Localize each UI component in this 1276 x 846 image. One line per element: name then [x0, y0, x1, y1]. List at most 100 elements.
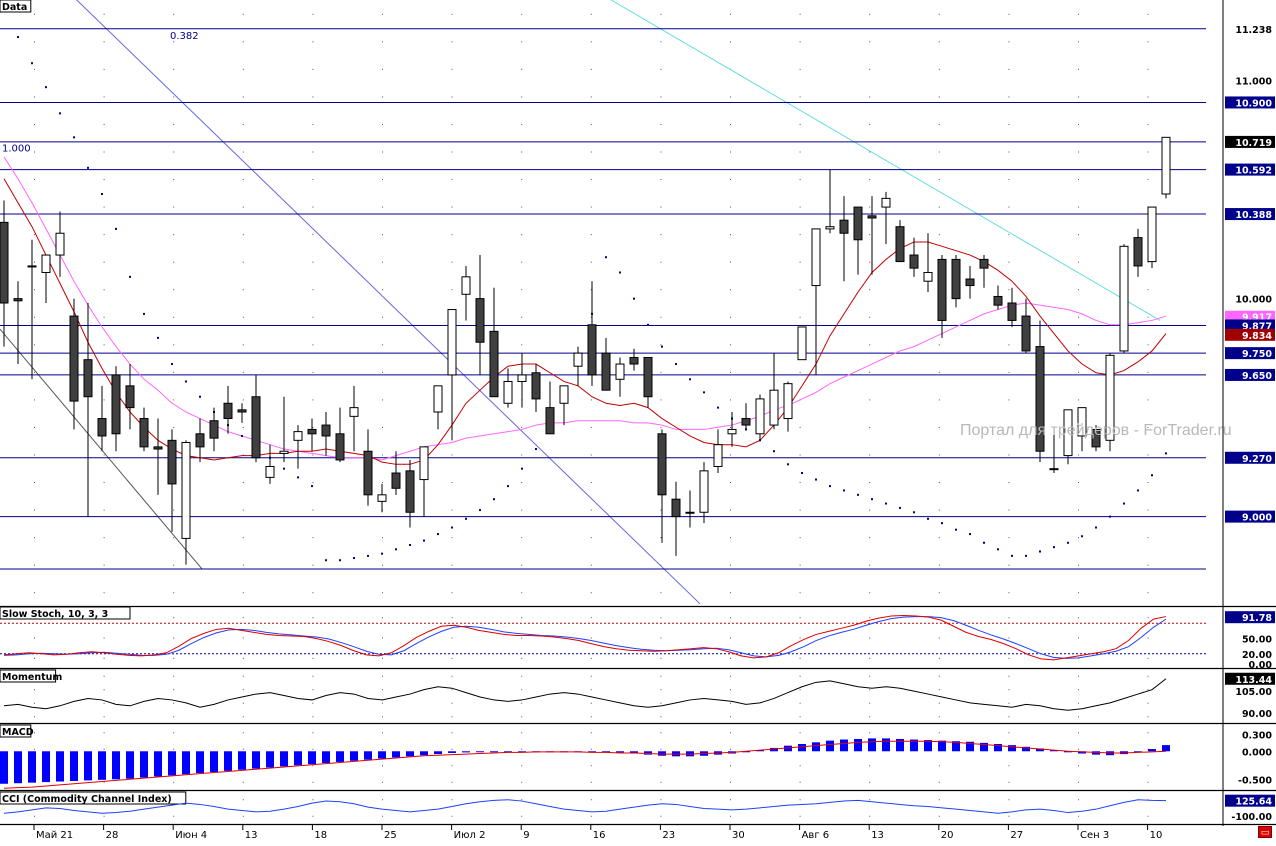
price-label-box: [1225, 292, 1275, 305]
macd-histogram-bar: [476, 751, 484, 753]
macd-histogram-bar: [0, 751, 8, 784]
grid-dot: [1078, 702, 1079, 704]
grid-dot: [660, 261, 662, 263]
grid-dot: [382, 657, 383, 659]
candle-bullish: [1105, 354, 1115, 441]
candle-bullish: [559, 385, 569, 404]
grid-dot: [173, 234, 175, 236]
grid-dot: [799, 799, 801, 801]
grid-dot: [521, 179, 523, 181]
price-label: 9.750: [1242, 349, 1272, 360]
grid-dot: [869, 426, 871, 428]
grid-dot: [451, 41, 453, 43]
price-label: 9.000: [1242, 513, 1272, 524]
x-axis-label: Июн 4: [175, 830, 207, 841]
grid-dot: [799, 289, 801, 291]
grid-dot: [451, 716, 453, 718]
grid-dot: [938, 234, 940, 236]
grid-dot: [312, 765, 314, 767]
grid-dot: [451, 123, 453, 125]
grid-dot: [451, 454, 453, 456]
grid-dot: [869, 657, 871, 659]
grid-dot: [382, 781, 383, 783]
grid-dot: [1147, 151, 1149, 153]
grid-dot: [103, 537, 105, 539]
grid-dot: [938, 151, 940, 153]
macd-histogram-bar: [490, 751, 498, 753]
candle-bearish: [587, 324, 597, 376]
grid-dot: [451, 234, 453, 236]
grid-dot: [730, 537, 731, 539]
grid-dot: [869, 815, 871, 817]
indicator-value-box: [1225, 794, 1275, 807]
grid-dot: [34, 261, 35, 263]
candle-bullish: [881, 197, 891, 208]
grid-dot: [1008, 637, 1010, 639]
x-axis-label: Сен 3: [1080, 830, 1109, 841]
grid-dot: [34, 151, 35, 153]
grid-dot: [242, 289, 244, 291]
grid-dot: [103, 689, 105, 691]
grid-dot: [869, 799, 871, 801]
grid-dot: [521, 765, 523, 767]
expand-icon[interactable]: ▭: [1258, 826, 1272, 838]
grid-dot: [869, 716, 871, 718]
grid-dot: [1008, 564, 1010, 566]
candle-bullish: [433, 385, 443, 413]
grid-dot: [103, 289, 105, 291]
sar-dot: [1123, 502, 1125, 505]
grid-dot: [590, 261, 592, 263]
grid-dot: [869, 732, 871, 734]
grid-dot: [103, 702, 105, 704]
pane-title-box: [0, 0, 32, 13]
sar-dot: [955, 528, 957, 531]
macd-histogram-bar: [840, 739, 848, 752]
macd-histogram-bar: [644, 751, 652, 755]
grid-dot: [451, 151, 453, 153]
grid-dot: [590, 657, 592, 659]
momentum-line: [3, 678, 1167, 711]
grid-dot: [1008, 799, 1010, 801]
grid-dot: [590, 454, 592, 456]
grid-dot: [451, 815, 453, 817]
sar-dot: [1011, 554, 1013, 557]
macd-histogram-bar: [602, 751, 610, 753]
macd-signal-line: [3, 740, 1167, 789]
grid-dot: [382, 675, 383, 677]
grid-dot: [938, 96, 940, 98]
grid-dot: [1008, 815, 1010, 817]
candle-bearish: [895, 226, 905, 263]
grid-dot: [103, 657, 105, 659]
grid-dot: [1147, 344, 1149, 346]
price-label: 9.270: [1242, 454, 1272, 465]
macd-histogram-bar: [1022, 746, 1030, 752]
grid-dot: [938, 537, 940, 539]
sar-dot: [871, 498, 873, 501]
grid-dot: [799, 675, 801, 677]
grid-dot: [173, 316, 175, 318]
price-label-box: [1225, 74, 1275, 87]
grid-dot: [382, 179, 383, 181]
grid-dot: [1147, 41, 1149, 43]
grid-dot: [938, 454, 940, 456]
grid-dot: [799, 41, 801, 43]
sar-dot: [465, 517, 467, 520]
grid-dot: [521, 151, 523, 153]
price-label: 9.877: [1242, 321, 1272, 332]
price-label-box: [1225, 135, 1275, 148]
grid-dot: [938, 68, 940, 70]
sar-dot: [605, 256, 607, 259]
candle-bearish: [0, 221, 9, 304]
price-label-box: [1225, 163, 1275, 176]
grid-dot: [660, 702, 662, 704]
macd-histogram-bar: [448, 751, 456, 753]
grid-dot: [312, 261, 314, 263]
pane-title-momentum: Momentum: [2, 672, 62, 683]
grid-dot: [521, 748, 523, 750]
grid-dot: [730, 748, 731, 750]
macd-histogram-bar: [770, 747, 778, 752]
grid-dot: [451, 261, 453, 263]
sar-dot: [31, 62, 33, 65]
sar-dot: [101, 193, 103, 196]
grid-dot: [590, 689, 592, 691]
